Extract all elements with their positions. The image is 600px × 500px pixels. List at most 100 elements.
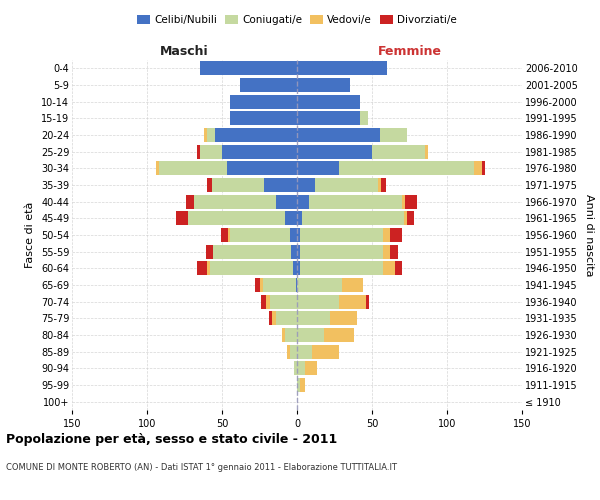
Bar: [212, 178, 264, 192]
Bar: [474, 161, 482, 176]
Bar: [315, 178, 378, 192]
Bar: [330, 311, 357, 326]
Bar: [300, 378, 305, 392]
Bar: [380, 128, 407, 142]
Bar: [297, 78, 349, 92]
Bar: [383, 261, 395, 276]
Bar: [342, 278, 363, 292]
Bar: [222, 144, 297, 159]
Bar: [404, 211, 407, 226]
Bar: [269, 311, 271, 326]
Bar: [302, 211, 404, 226]
Y-axis label: Anni di nascita: Anni di nascita: [584, 194, 595, 276]
Bar: [276, 311, 297, 326]
Text: Popolazione per età, sesso e stato civile - 2011: Popolazione per età, sesso e stato civil…: [6, 432, 337, 446]
Bar: [261, 294, 265, 308]
Bar: [297, 161, 339, 176]
Bar: [366, 294, 369, 308]
Bar: [405, 194, 417, 209]
Bar: [324, 328, 354, 342]
Bar: [297, 261, 300, 276]
Bar: [210, 261, 293, 276]
Bar: [300, 261, 383, 276]
Bar: [300, 244, 383, 259]
Bar: [297, 328, 324, 342]
Bar: [264, 178, 297, 192]
Bar: [383, 244, 390, 259]
Bar: [204, 128, 207, 142]
Bar: [360, 112, 367, 126]
Bar: [290, 228, 297, 242]
Y-axis label: Fasce di età: Fasce di età: [25, 202, 35, 268]
Bar: [229, 94, 297, 109]
Bar: [297, 178, 315, 192]
Bar: [276, 194, 297, 209]
Text: Maschi: Maschi: [160, 46, 209, 59]
Bar: [197, 261, 207, 276]
Bar: [193, 194, 276, 209]
Bar: [282, 328, 285, 342]
Bar: [378, 178, 381, 192]
Bar: [407, 211, 414, 226]
Bar: [240, 78, 297, 92]
Bar: [207, 261, 210, 276]
Bar: [297, 278, 342, 292]
Bar: [297, 228, 300, 242]
Bar: [271, 311, 276, 326]
Bar: [372, 144, 425, 159]
Bar: [207, 128, 215, 142]
Bar: [297, 378, 300, 392]
Bar: [383, 228, 390, 242]
Bar: [176, 211, 187, 226]
Bar: [207, 178, 212, 192]
Bar: [425, 144, 427, 159]
Bar: [221, 228, 228, 242]
Bar: [390, 244, 398, 259]
Bar: [297, 128, 380, 142]
Bar: [297, 311, 330, 326]
Bar: [199, 144, 222, 159]
Bar: [290, 344, 297, 358]
Bar: [270, 294, 297, 308]
Bar: [213, 244, 291, 259]
Bar: [187, 211, 285, 226]
Bar: [312, 344, 339, 358]
Bar: [229, 112, 297, 126]
Bar: [287, 344, 290, 358]
Bar: [263, 278, 296, 292]
Bar: [297, 344, 312, 358]
Bar: [215, 128, 297, 142]
Bar: [293, 261, 297, 276]
Bar: [300, 228, 383, 242]
Bar: [228, 228, 229, 242]
Bar: [285, 328, 297, 342]
Bar: [260, 278, 263, 292]
Bar: [255, 278, 260, 292]
Bar: [297, 294, 339, 308]
Bar: [395, 261, 402, 276]
Bar: [402, 194, 405, 209]
Bar: [265, 294, 270, 308]
Bar: [291, 244, 297, 259]
Bar: [285, 211, 297, 226]
Bar: [297, 361, 305, 376]
Bar: [297, 94, 360, 109]
Bar: [297, 61, 387, 76]
Bar: [297, 244, 300, 259]
Bar: [339, 161, 474, 176]
Bar: [482, 161, 485, 176]
Legend: Celibi/Nubili, Coniugati/e, Vedovi/e, Divorziati/e: Celibi/Nubili, Coniugati/e, Vedovi/e, Di…: [133, 11, 461, 30]
Bar: [197, 144, 199, 159]
Bar: [297, 144, 372, 159]
Bar: [227, 161, 297, 176]
Text: Femmine: Femmine: [377, 46, 442, 59]
Bar: [305, 361, 317, 376]
Bar: [381, 178, 386, 192]
Bar: [297, 194, 309, 209]
Bar: [205, 244, 213, 259]
Bar: [186, 194, 193, 209]
Bar: [339, 294, 366, 308]
Bar: [296, 278, 297, 292]
Bar: [309, 194, 402, 209]
Bar: [156, 161, 159, 176]
